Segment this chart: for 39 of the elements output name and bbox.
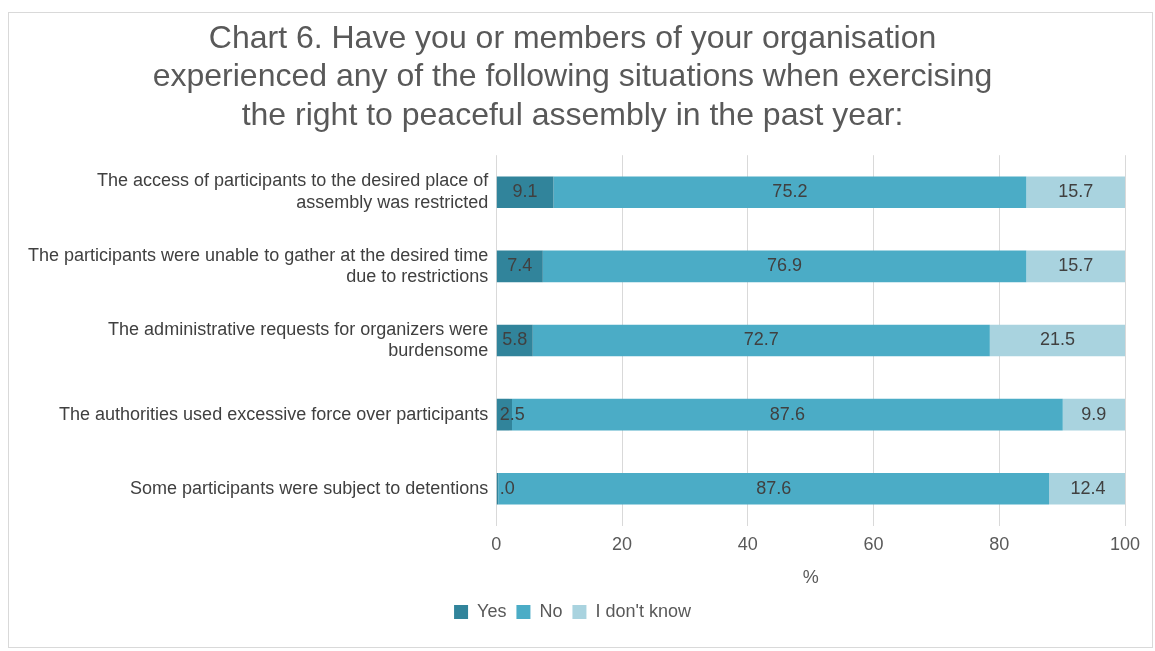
data-label: 15.7 [1058, 255, 1094, 276]
bar [532, 324, 990, 357]
data-label: 87.6 [756, 477, 792, 498]
y-tick-label: The administrative requests for organizers were burdensome [108, 318, 489, 361]
data-label: 5.8 [502, 329, 528, 350]
x-tick-label: 20 [612, 533, 633, 554]
x-tick-label: 0 [491, 533, 502, 554]
y-tick-label: The participants were unable to gather at the desired time due to restrictions [28, 244, 489, 287]
bar [1026, 250, 1125, 283]
y-tick-label: The access of participants to the desired place of assembly was restricted [97, 170, 490, 213]
y-tick-label: Some participants were subject to detentions [130, 477, 489, 498]
data-label: 7.4 [507, 255, 533, 276]
bar [496, 250, 543, 283]
data-label: .0 [499, 477, 515, 498]
x-tick-label: 80 [989, 533, 1010, 554]
bar [1026, 176, 1125, 209]
bar [989, 324, 1125, 357]
x-tick-label: 100 [1109, 533, 1141, 554]
legend-label: Yes [477, 600, 507, 621]
data-label: 21.5 [1039, 329, 1075, 350]
data-label: 9.9 [1081, 403, 1107, 424]
data-label: 12.4 [1070, 477, 1106, 498]
x-tick-label: 60 [863, 533, 884, 554]
x-tick-label: 40 [737, 533, 758, 554]
data-label: 87.6 [769, 403, 805, 424]
legend-label: I don't know [595, 600, 692, 621]
data-label: 2.5 [499, 403, 525, 424]
chart-title: Chart 6. Have you or members of your organisation experienced any of the following situations when exercising the right to peaceful assembly in the past year: [152, 19, 993, 132]
data-label: 76.9 [767, 255, 803, 276]
legend-label: No [539, 600, 563, 621]
y-tick-label: The authorities used excessive force over participants [59, 403, 489, 424]
bar [496, 176, 554, 209]
bar [553, 176, 1027, 209]
x-axis-title: % [802, 567, 819, 588]
data-label: 75.2 [772, 181, 808, 202]
data-label: 9.1 [512, 181, 538, 202]
bar [542, 250, 1027, 283]
data-label: 15.7 [1058, 181, 1094, 202]
data-label: 72.7 [743, 329, 779, 350]
